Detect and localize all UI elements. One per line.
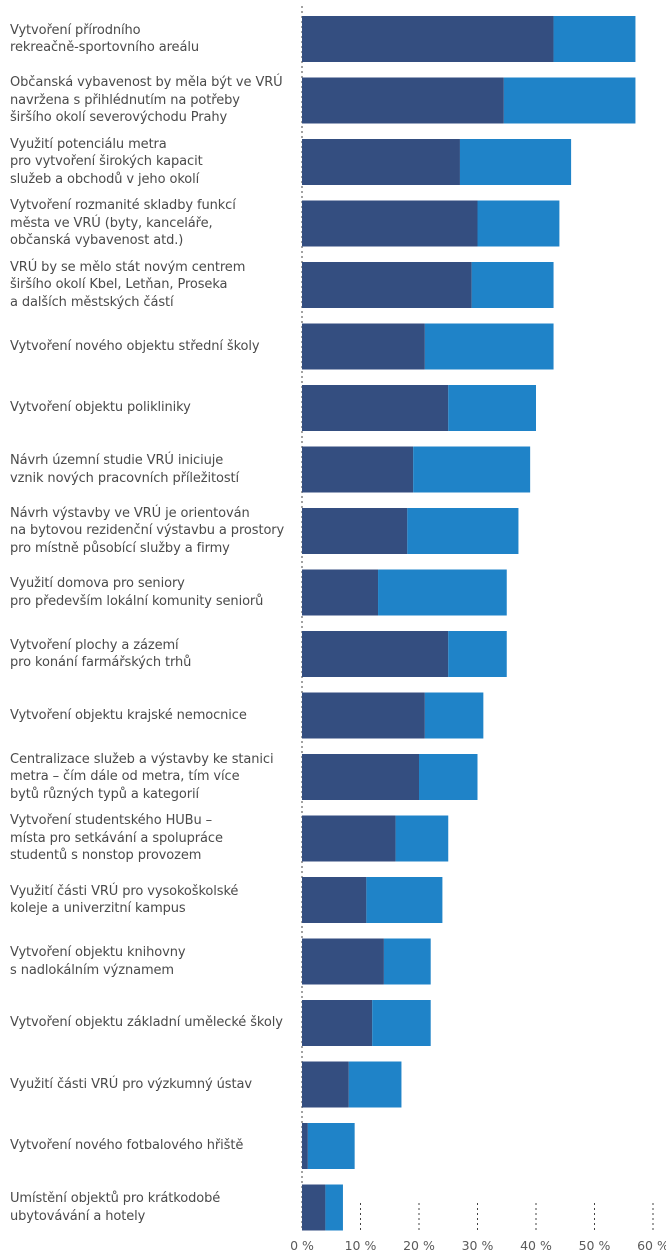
bar-segment-13-series-2 xyxy=(419,754,478,800)
bar-segment-19-series-1 xyxy=(302,1123,308,1169)
bar-segment-15-series-2 xyxy=(366,877,443,923)
bar-segment-20-series-1 xyxy=(302,1184,326,1231)
bar-segment-14-series-2 xyxy=(395,815,449,862)
category-label-2: Občanská vybavenost by měla být ve VRÚ na… xyxy=(10,75,283,126)
bar-segment-9-series-2 xyxy=(407,508,519,554)
bar-segment-9-series-1 xyxy=(302,508,408,554)
bar-segment-5-series-1 xyxy=(302,262,472,308)
bar-segment-12-series-1 xyxy=(302,692,425,739)
bar-segment-17-series-1 xyxy=(302,1000,373,1046)
bar-segment-12-series-2 xyxy=(424,692,484,739)
x-tick-label-10: 10 % xyxy=(345,1238,377,1253)
bar-segment-18-series-2 xyxy=(348,1061,402,1108)
bar-segment-17-series-2 xyxy=(372,1000,431,1046)
category-label-17: Vytvoření objektu základní umělecké škol… xyxy=(10,1015,283,1031)
bar-segment-8-series-1 xyxy=(302,446,414,493)
category-label-1: Vytvoření přírodního rekreačně-sportovníh… xyxy=(10,22,199,56)
x-tick-label-0: 0 % xyxy=(290,1238,314,1253)
bar-segment-13-series-1 xyxy=(302,754,419,800)
category-label-11: Vytvoření plochy a zázemí pro konání farm… xyxy=(10,637,192,671)
bar-segment-2-series-2 xyxy=(503,77,636,124)
bar-segment-2-series-1 xyxy=(302,77,504,124)
category-label-18: Využití části VRÚ pro výzkumný ústav xyxy=(10,1076,252,1092)
bar-segment-11-series-1 xyxy=(302,631,449,677)
bar-segment-3-series-2 xyxy=(459,139,572,185)
bar-segment-4-series-1 xyxy=(302,200,478,247)
bar-segment-16-series-1 xyxy=(302,938,384,985)
bar-segment-1-series-1 xyxy=(302,16,554,62)
x-tick-label-50: 50 % xyxy=(579,1238,611,1253)
category-label-3: Využití potenciálu metra pro vytvoření ši… xyxy=(10,136,203,187)
category-label-19: Vytvoření nového fotbalového hřiště xyxy=(10,1138,244,1154)
x-tick-label-40: 40 % xyxy=(520,1238,552,1253)
bar-segment-5-series-2 xyxy=(471,262,554,308)
category-label-8: Návrh územní studie VRÚ iniciuje vznik no… xyxy=(10,453,240,486)
bar-segment-1-series-2 xyxy=(553,16,636,62)
bar-segment-20-series-2 xyxy=(325,1184,343,1231)
bar-segment-10-series-2 xyxy=(378,569,507,616)
category-label-12: Vytvoření objektu krajské nemocnice xyxy=(10,707,247,723)
bar-segment-15-series-1 xyxy=(302,877,367,923)
category-label-20: Umístění objektů pro krátkodobé ubytovává… xyxy=(10,1191,221,1224)
bar-segment-3-series-1 xyxy=(302,139,460,185)
category-label-5: VRÚ by se mělo stát novým centrem širšího… xyxy=(10,259,246,310)
category-label-13: Centralizace služeb a výstavby ke stanic… xyxy=(10,751,274,802)
category-label-7: Vytvoření objektu polikliniky xyxy=(10,400,191,416)
bar-segment-6-series-2 xyxy=(424,323,554,370)
category-label-6: Vytvoření nového objektu střední školy xyxy=(10,338,260,354)
bar-segment-8-series-2 xyxy=(413,446,531,493)
bar-segment-19-series-2 xyxy=(307,1123,355,1169)
bar-segment-16-series-2 xyxy=(383,938,431,985)
bar-segment-7-series-2 xyxy=(448,385,536,431)
bar-segment-6-series-1 xyxy=(302,323,425,370)
x-tick-label-60: 60 % xyxy=(637,1238,666,1253)
category-label-4: Vytvoření rozmanité skladby funkcí města … xyxy=(10,198,236,249)
category-label-9: Návrh výstavby ve VRÚ je orientován na by… xyxy=(10,505,285,556)
category-label-14: Vytvoření studentského HUBu – místa pro s… xyxy=(10,813,223,864)
category-label-16: Vytvoření objektu knihovny s nadlokálním … xyxy=(10,945,186,978)
category-label-15: Využití části VRÚ pro vysokoškolské kolej… xyxy=(10,883,239,917)
bar-segment-14-series-1 xyxy=(302,815,396,862)
category-label-10: Využití domova pro seniory pro především … xyxy=(10,576,264,609)
bar-segment-7-series-1 xyxy=(302,385,449,431)
x-tick-label-20: 20 % xyxy=(403,1238,435,1253)
bar-segment-10-series-1 xyxy=(302,569,379,616)
bar-segment-18-series-1 xyxy=(302,1061,349,1108)
bar-segment-11-series-2 xyxy=(448,631,507,677)
bar-segment-4-series-2 xyxy=(477,200,560,247)
x-tick-label-30: 30 % xyxy=(462,1238,494,1253)
